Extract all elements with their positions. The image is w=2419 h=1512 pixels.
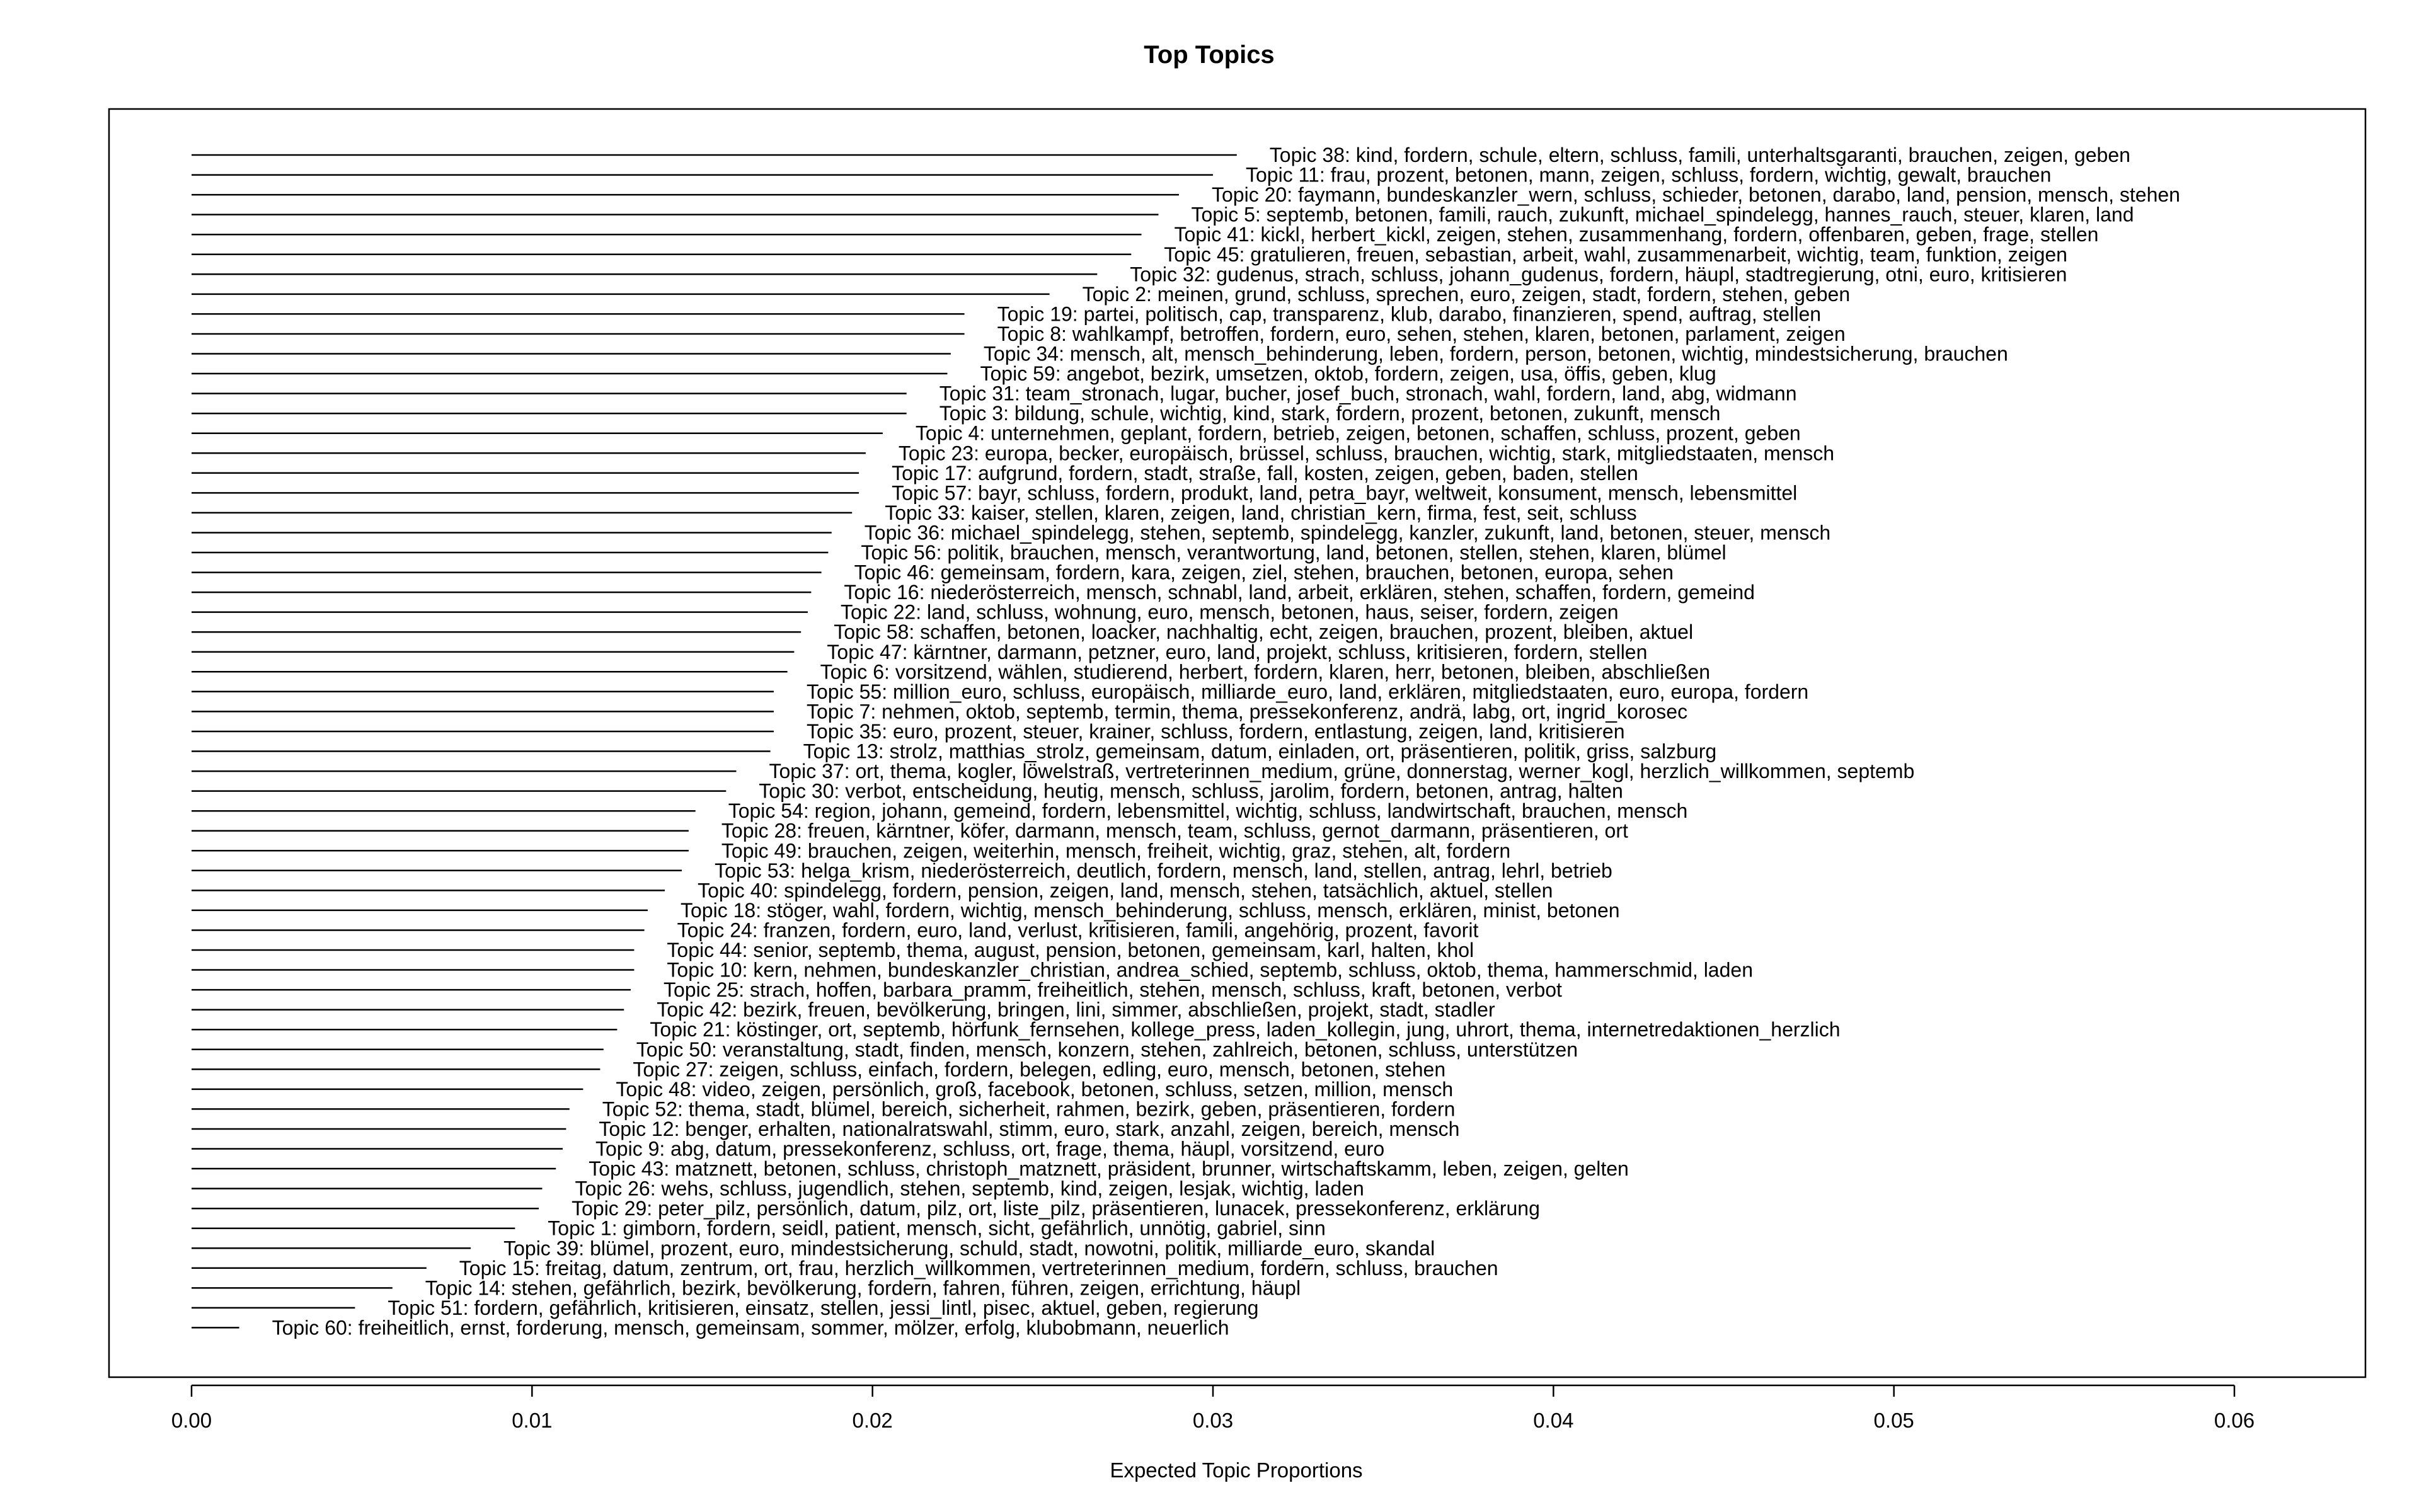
x-tick-label: 0.02 (853, 1409, 893, 1432)
topic-label: Topic 48: video, zeigen, persönlich, gro… (616, 1078, 1453, 1101)
plot-frame (108, 108, 2367, 1378)
topic-label: Topic 34: mensch, alt, mensch_behinderun… (984, 343, 2008, 365)
topic-label: Topic 41: kickl, herbert_kickl, zeigen, … (1175, 223, 2099, 246)
x-tick-label: 0.05 (1874, 1409, 1914, 1432)
topic-label: Topic 57: bayr, schluss, fordern, produk… (892, 481, 1797, 504)
topic-label: Topic 39: blümel, prozent, euro, mindest… (503, 1237, 1435, 1259)
topic-label: Topic 10: kern, nehmen, bundeskanzler_ch… (667, 959, 1753, 982)
x-tick-label: 0.03 (1193, 1409, 1233, 1432)
topic-label: Topic 58: schaffen, betonen, loacker, na… (834, 621, 1693, 643)
x-axis-title: Expected Topic Proportions (1110, 1458, 1362, 1482)
topic-label: Topic 23: europa, becker, europäisch, br… (899, 442, 1834, 464)
topic-label: Topic 31: team_stronach, lugar, bucher, … (939, 382, 1797, 405)
topic-label: Topic 40: spindelegg, fordern, pension, … (698, 879, 1553, 902)
topic-label: Topic 24: franzen, fordern, euro, land, … (677, 919, 1479, 942)
topic-label: Topic 44: senior, septemb, thema, august… (667, 939, 1474, 961)
topic-label: Topic 27: zeigen, schluss, einfach, ford… (633, 1058, 1445, 1080)
topic-label: Topic 21: köstinger, ort, septemb, hörfu… (650, 1018, 1840, 1041)
x-tick-label: 0.00 (171, 1409, 212, 1432)
topic-label: Topic 17: aufgrund, fordern, stadt, stra… (892, 462, 1638, 484)
topic-label: Topic 28: freuen, kärntner, köfer, darma… (721, 820, 1628, 842)
topic-label: Topic 53: helga_krism, niederösterreich,… (715, 859, 1612, 882)
topic-label: Topic 4: unternehmen, geplant, fordern, … (916, 422, 1801, 445)
topic-label: Topic 26: wehs, schluss, jugendlich, ste… (575, 1177, 1364, 1200)
topic-label: Topic 6: vorsitzend, wählen, studierend,… (820, 660, 1710, 683)
topic-label: Topic 32: gudenus, strach, schluss, joha… (1130, 263, 2067, 285)
topic-label: Topic 1: gimborn, fordern, seidl, patien… (548, 1217, 1325, 1240)
topic-label: Topic 38: kind, fordern, schule, eltern,… (1270, 144, 2130, 166)
x-tick-label: 0.04 (1533, 1409, 1573, 1432)
topic-label: Topic 30: verbot, entscheidung, heutig, … (759, 780, 1623, 803)
topic-label: Topic 52: thema, stadt, blümel, bereich,… (602, 1097, 1456, 1120)
topic-label: Topic 42: bezirk, freuen, bevölkerung, b… (657, 999, 1495, 1021)
topic-label: Topic 59: angebot, bezirk, umsetzen, okt… (980, 362, 1716, 385)
topic-label: Topic 7: nehmen, oktob, septemb, termin,… (807, 700, 1687, 723)
topic-label: Topic 47: kärntner, darmann, petzner, eu… (827, 641, 1647, 663)
topic-label: Topic 25: strach, hoffen, barbara_pramm,… (664, 978, 1562, 1001)
topic-label: Topic 11: frau, prozent, betonen, mann, … (1246, 164, 2051, 186)
topic-label: Topic 9: abg, datum, pressekonferenz, sc… (595, 1138, 1384, 1160)
topic-label: Topic 51: fordern, gefährlich, kritisier… (388, 1297, 1258, 1319)
topic-label: Topic 43: matznett, betonen, schluss, ch… (589, 1157, 1629, 1180)
topic-label: Topic 8: wahlkampf, betroffen, fordern, … (997, 323, 1846, 345)
topic-label: Topic 56: politik, brauchen, mensch, ver… (861, 541, 1726, 564)
topic-label: Topic 37: ort, thema, kogler, löwelstraß… (769, 760, 1915, 782)
topic-label: Topic 49: brauchen, zeigen, weiterhin, m… (721, 839, 1510, 862)
topic-label: Topic 33: kaiser, stellen, klaren, zeige… (885, 501, 1636, 524)
topic-label: Topic 18: stöger, wahl, fordern, wichtig… (681, 899, 1620, 922)
topic-label: Topic 54: region, johann, gemeind, forde… (728, 799, 1688, 822)
topic-label: Topic 12: benger, erhalten, nationalrats… (599, 1118, 1459, 1140)
topic-label: Topic 5: septemb, betonen, famili, rauch… (1192, 203, 2134, 226)
x-tick-label: 0.01 (512, 1409, 552, 1432)
topic-label: Topic 13: strolz, matthias_strolz, gemei… (803, 740, 1717, 763)
topic-label: Topic 55: million_euro, schluss, europäi… (807, 680, 1808, 703)
topic-label: Topic 36: michael_spindelegg, stehen, se… (865, 522, 1830, 544)
topic-label: Topic 20: faymann, bundeskanzler_wern, s… (1212, 183, 2180, 206)
topic-label: Topic 35: euro, prozent, steuer, krainer… (807, 720, 1624, 743)
x-tick-label: 0.06 (2214, 1409, 2255, 1432)
topic-label: Topic 14: stehen, gefährlich, bezirk, be… (425, 1276, 1301, 1299)
x-axis: 0.00 0.01 0.02 0.03 0.04 0.05 0.06 (171, 1384, 2255, 1432)
topic-label: Topic 60: freiheitlich, ernst, forderung… (272, 1316, 1229, 1339)
topic-label: Topic 45: gratulieren, freuen, sebastian… (1164, 243, 2067, 266)
topic-label: Topic 46: gemeinsam, fordern, kara, zeig… (854, 561, 1674, 584)
topic-label: Topic 16: niederösterreich, mensch, schn… (844, 581, 1755, 604)
topic-label: Topic 50: veranstaltung, stadt, finden, … (636, 1038, 1578, 1061)
chart-title: Top Topics (1144, 41, 1274, 69)
topic-label: Topic 29: peter_pilz, persönlich, datum,… (572, 1197, 1540, 1220)
topic-label: Topic 3: bildung, schule, wichtig, kind,… (939, 402, 1721, 425)
topic-label: Topic 15: freitag, datum, zentrum, ort, … (459, 1257, 1498, 1280)
topic-label: Topic 22: land, schluss, wohnung, euro, … (841, 601, 1619, 624)
bars-layer: Topic 38: kind, fordern, schule, eltern,… (192, 144, 2180, 1339)
topic-label: Topic 2: meinen, grund, schluss, spreche… (1083, 283, 1851, 306)
topic-label: Topic 19: partei, politisch, cap, transp… (997, 302, 1821, 325)
